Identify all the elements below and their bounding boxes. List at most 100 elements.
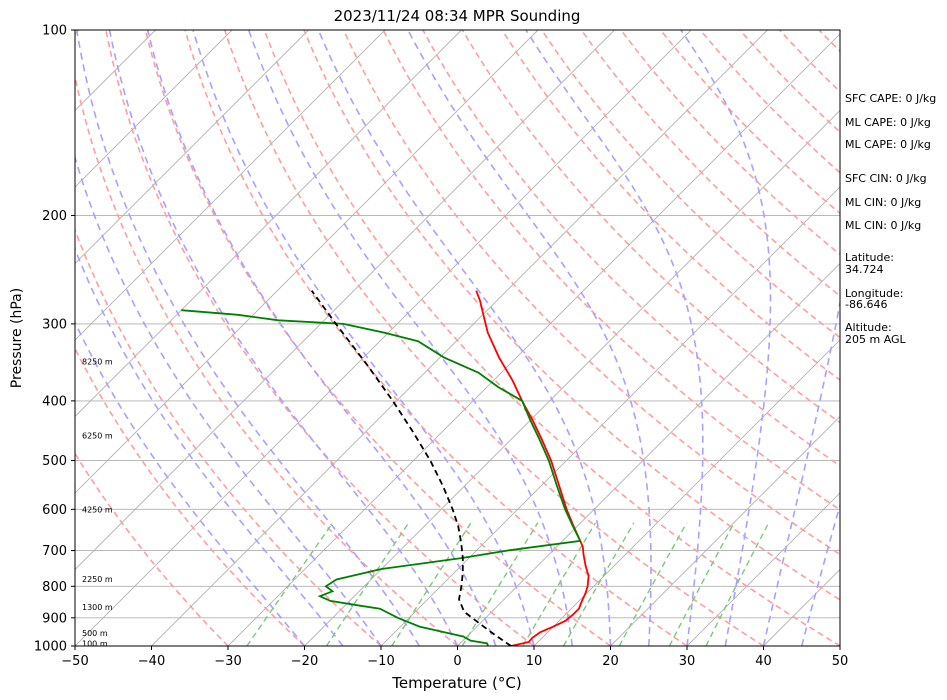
dry-adiabat-line — [303, 30, 840, 601]
dry-adiabat-line — [620, 30, 840, 256]
pressure-grid-lines — [75, 30, 840, 646]
mixing-ratio-line — [522, 522, 597, 646]
x-tick-label: −40 — [138, 654, 165, 669]
dry-adiabat-line — [75, 452, 229, 646]
isotherm-line — [75, 30, 386, 341]
x-tick-label: −30 — [214, 654, 241, 669]
isotherm-line — [0, 30, 3, 646]
moist-adiabat-line — [75, 246, 344, 646]
stats-panel: SFC CAPE: 0 J/kg ML CAPE: 0 J/kg ML CAPE… — [845, 92, 936, 346]
dry-adiabat-line — [422, 30, 840, 467]
isotherm-line — [75, 30, 309, 265]
dry-adiabat-line — [461, 30, 840, 424]
dry-adiabat-line — [342, 30, 840, 556]
height-label: 100 m — [82, 639, 108, 648]
x-tick-label: 20 — [602, 654, 619, 669]
longitude-label: Longitude: — [845, 287, 903, 300]
moist-adiabat-line — [192, 30, 535, 646]
isotherm-line — [610, 415, 840, 646]
mixing-ratio-line — [618, 522, 688, 646]
altitude-value: 205 m AGL — [845, 333, 907, 346]
height-label: 6250 m — [82, 431, 113, 440]
dry-adiabat-line — [105, 30, 535, 646]
isotherm-line — [380, 186, 840, 646]
isotherm-line — [304, 109, 840, 646]
dry-adiabat-line — [501, 30, 840, 381]
isotherm-line — [75, 30, 692, 646]
height-label: 2250 m — [82, 575, 113, 584]
ml-cin-text: ML CIN: 0 J/kg — [845, 196, 921, 209]
moist-adiabat-line — [146, 30, 497, 646]
y-tick-label: 600 — [42, 503, 67, 518]
y-tick-label: 400 — [42, 394, 67, 409]
y-tick-label: 200 — [42, 209, 67, 224]
isotherm-line — [227, 33, 840, 646]
y-tick-label: 900 — [42, 611, 67, 626]
isotherm-line — [75, 30, 615, 571]
dry-adiabat-line — [659, 30, 840, 215]
mixing-ratio-line — [562, 522, 635, 646]
moist-adiabat-line — [75, 30, 420, 646]
parcel-profile — [310, 290, 512, 646]
y-tick-label: 1000 — [34, 640, 67, 655]
latitude-label: Latitude: — [845, 251, 894, 264]
plot-frame — [74, 29, 841, 647]
sounding-profiles — [181, 290, 590, 646]
y-axis-ticks: 100 200 300 400 500 600 700 800 900 1000 — [34, 24, 75, 655]
mixing-ratio-line — [668, 522, 735, 646]
moist-adiabat-line — [680, 30, 772, 646]
isotherm-line — [533, 339, 840, 646]
ml-cape-text: ML CAPE: 0 J/kg — [845, 138, 931, 151]
mixing-ratio-line — [461, 522, 539, 646]
isotherm-line — [75, 30, 233, 188]
x-axis-ticks: −50 −40 −30 −20 −10 0 10 20 30 40 50 — [61, 646, 848, 669]
height-label: 500 m — [82, 629, 108, 638]
moist-adiabat-line — [247, 30, 574, 646]
moist-adiabat-line — [317, 30, 612, 646]
latitude-value: 34.724 — [845, 263, 884, 276]
chart-title: 2023/11/24 08:34 MPR Sounding — [334, 7, 581, 25]
dry-adiabat-line — [75, 346, 306, 646]
y-tick-label: 800 — [42, 580, 67, 595]
x-tick-label: 40 — [755, 654, 772, 669]
dewpoint-profile — [181, 309, 582, 646]
dry-adiabat-line — [75, 228, 382, 646]
y-tick-label: 500 — [42, 454, 67, 469]
moist-adiabat-line — [407, 30, 652, 646]
mixing-ratio-line — [705, 522, 770, 646]
x-tick-label: 30 — [679, 654, 696, 669]
mixing-ratio-line — [391, 522, 472, 646]
dry-adiabat-line — [75, 73, 459, 646]
moist-adiabat-line — [762, 298, 840, 646]
mixing-ratio-line — [246, 522, 334, 646]
dry-adiabat-line — [263, 30, 840, 646]
isotherm-line — [151, 30, 768, 646]
ml-cin-text: ML CIN: 0 J/kg — [845, 219, 921, 232]
dry-adiabat-line — [223, 30, 764, 646]
isotherm-line — [686, 492, 840, 646]
height-label: 8250 m — [82, 357, 113, 366]
isotherm-line — [75, 30, 539, 494]
ml-cape-text: ML CAPE: 0 J/kg — [845, 116, 931, 129]
y-tick-label: 300 — [42, 317, 67, 332]
mixing-ratio-lines — [246, 522, 770, 646]
height-label: 1300 m — [82, 603, 113, 612]
x-axis-label: Temperature (°C) — [391, 674, 521, 692]
dry-adiabat-line — [184, 30, 688, 646]
sfc-cape-text: SFC CAPE: 0 J/kg — [845, 92, 936, 105]
y-tick-label: 100 — [42, 24, 67, 39]
x-tick-label: 10 — [526, 654, 543, 669]
temperature-profile — [475, 290, 590, 646]
dry-adiabat-lines — [75, 30, 840, 646]
height-label: 4250 m — [82, 505, 113, 514]
y-axis-label: Pressure (hPa) — [9, 288, 25, 388]
x-tick-label: −20 — [291, 654, 318, 669]
x-tick-label: −50 — [61, 654, 88, 669]
dry-adiabat-line — [541, 30, 840, 339]
dry-adiabat-line — [144, 30, 611, 646]
x-tick-label: 0 — [453, 654, 461, 669]
x-tick-label: −10 — [367, 654, 394, 669]
mixing-ratio-line — [325, 522, 410, 646]
